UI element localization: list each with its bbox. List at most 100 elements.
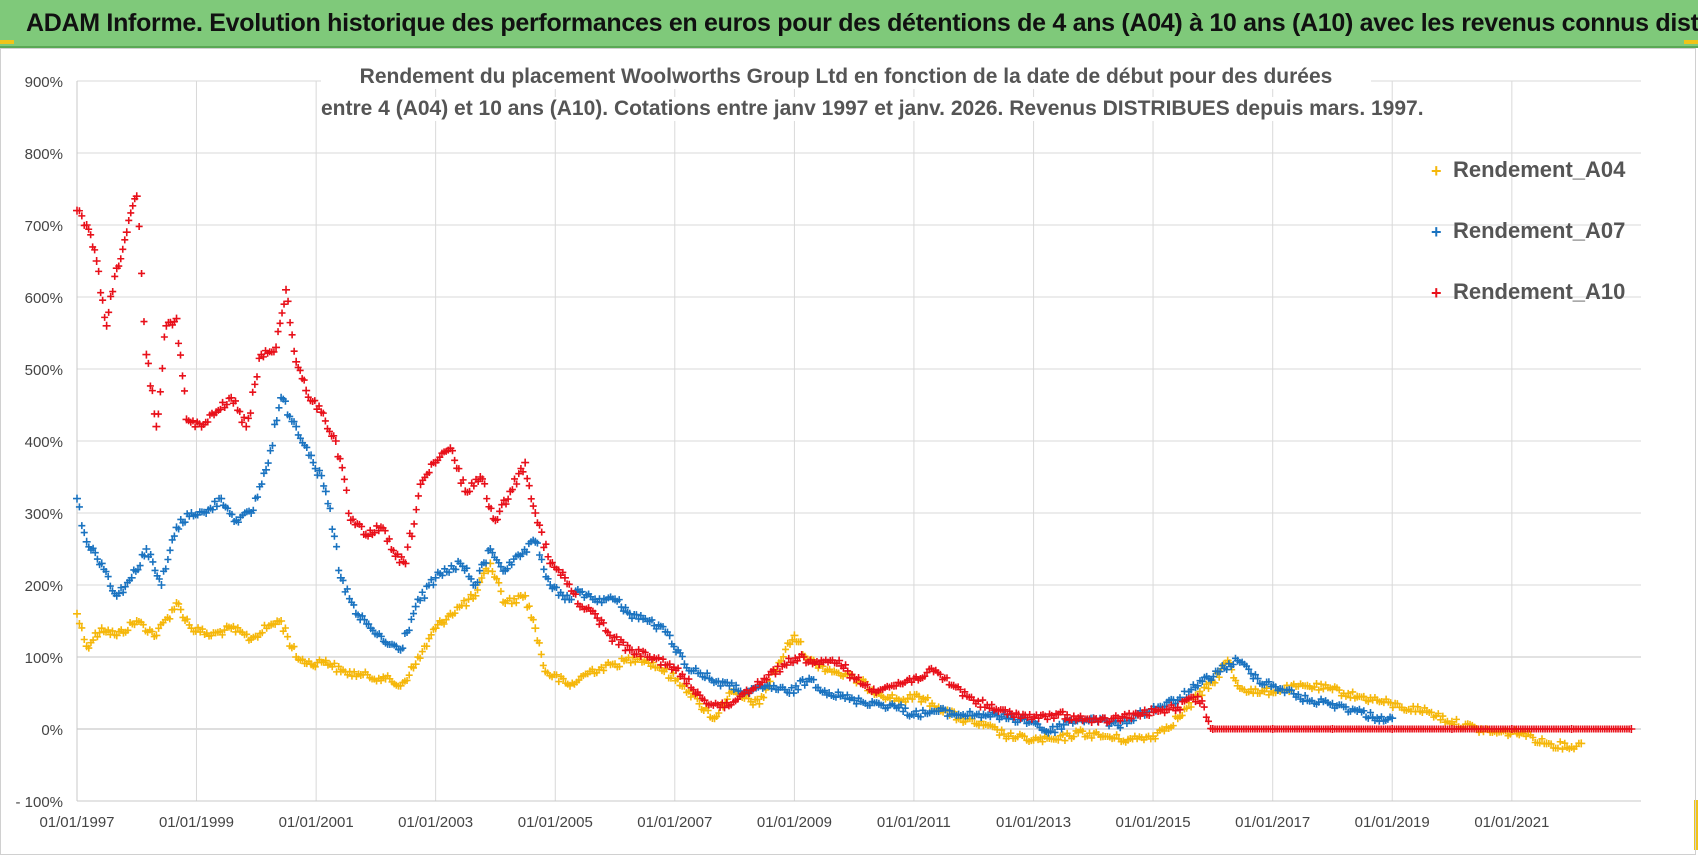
data-point-fill	[892, 682, 900, 690]
data-point-fill	[790, 689, 798, 697]
data-point-fill	[542, 540, 550, 548]
data-point-fill	[258, 629, 266, 637]
data-point-fill	[1070, 712, 1078, 720]
data-point-fill	[276, 319, 284, 327]
series-Rendement_A10	[73, 192, 1636, 733]
data-point-fill	[247, 409, 255, 417]
data-point-fill	[1529, 733, 1537, 741]
data-point-fill	[553, 583, 561, 591]
data-point-fill	[1187, 703, 1195, 711]
data-point-fill	[536, 551, 544, 559]
data-point-fill	[799, 675, 807, 683]
data-point-fill	[728, 679, 736, 687]
data-point	[815, 660, 824, 669]
data-point-fill	[238, 418, 246, 426]
data-point-fill	[155, 624, 163, 632]
x-tick-label: 01/01/2009	[757, 814, 832, 831]
data-point-fill	[96, 629, 104, 637]
data-point-fill	[902, 698, 910, 706]
data-point-fill	[108, 627, 116, 635]
data-point	[97, 559, 106, 568]
data-point-fill	[529, 616, 537, 624]
data-point	[835, 656, 844, 665]
data-point	[560, 573, 569, 582]
data-point-fill	[676, 649, 684, 657]
data-point-fill	[627, 659, 635, 667]
data-point	[331, 437, 340, 445]
data-point-fill	[1245, 665, 1253, 673]
data-point-fill	[429, 581, 437, 589]
data-point-fill	[488, 549, 496, 557]
data-point-fill	[377, 677, 385, 685]
data-point-fill	[349, 515, 357, 523]
data-point-fill	[115, 589, 123, 597]
data-point-fill	[598, 599, 606, 607]
data-point-fill	[637, 612, 645, 620]
data-point-fill	[321, 417, 329, 425]
data-point-fill	[1434, 710, 1442, 718]
data-point-fill	[211, 497, 219, 505]
data-point-fill	[125, 216, 133, 224]
data-point-fill	[538, 528, 546, 536]
data-point-fill	[319, 409, 327, 417]
data-point-fill	[333, 543, 341, 551]
data-point-fill	[278, 309, 286, 317]
data-point-fill	[445, 568, 453, 576]
data-point-fill	[979, 696, 987, 704]
data-point-fill	[572, 590, 580, 598]
x-tick-label: 01/01/2019	[1355, 814, 1430, 831]
data-point-fill	[615, 641, 623, 649]
data-point-fill	[998, 726, 1006, 734]
data-point	[1193, 692, 1202, 701]
data-point	[172, 314, 181, 323]
data-point-fill	[1287, 686, 1295, 694]
data-point-fill	[1452, 715, 1460, 723]
data-point-fill	[89, 544, 97, 552]
data-point-fill	[1198, 697, 1206, 705]
data-point-fill	[280, 300, 288, 308]
data-point-fill	[404, 543, 412, 551]
data-point	[1253, 674, 1262, 683]
data-point	[282, 285, 291, 294]
data-point-fill	[974, 697, 982, 705]
x-tick-label: 01/01/2021	[1474, 814, 1549, 831]
data-point-fill	[373, 522, 381, 530]
header-banner: ADAM Informe. Evolution historique des p…	[0, 0, 1698, 48]
page-title: ADAM Informe. Evolution historique des p…	[26, 9, 1698, 37]
data-point-fill	[730, 686, 738, 694]
data-point-fill	[749, 701, 757, 709]
data-point-fill	[703, 669, 711, 677]
data-point-fill	[343, 585, 351, 593]
data-point-fill	[418, 588, 426, 596]
data-point-fill	[462, 602, 470, 610]
data-point-fill	[1047, 727, 1055, 735]
data-point-fill	[1165, 706, 1173, 714]
data-point-fill	[533, 539, 541, 547]
data-point-fill	[85, 644, 93, 652]
data-point-fill	[559, 568, 567, 576]
data-point-fill	[78, 522, 86, 530]
data-point-fill	[512, 599, 520, 607]
data-point-fill	[888, 691, 896, 699]
data-point-fill	[458, 562, 466, 570]
data-point-fill	[290, 347, 298, 355]
data-point-fill	[635, 646, 643, 654]
data-point-fill	[632, 611, 640, 619]
data-point-fill	[106, 582, 114, 590]
data-point-fill	[127, 209, 135, 217]
data-point-fill	[251, 380, 259, 388]
data-point-fill	[335, 662, 343, 670]
data-point-fill	[588, 665, 596, 673]
data-point-fill	[502, 500, 510, 508]
data-point-fill	[480, 569, 488, 577]
data-point-fill	[1127, 715, 1135, 723]
data-point-fill	[753, 695, 761, 703]
data-point-fill	[148, 628, 156, 636]
data-point-fill	[943, 674, 951, 682]
data-point	[307, 451, 316, 460]
data-point-fill	[474, 578, 482, 586]
data-point-fill	[1198, 677, 1206, 685]
data-point	[755, 699, 764, 708]
data-point-fill	[777, 657, 785, 665]
x-tick-label: 01/01/2001	[279, 814, 354, 831]
